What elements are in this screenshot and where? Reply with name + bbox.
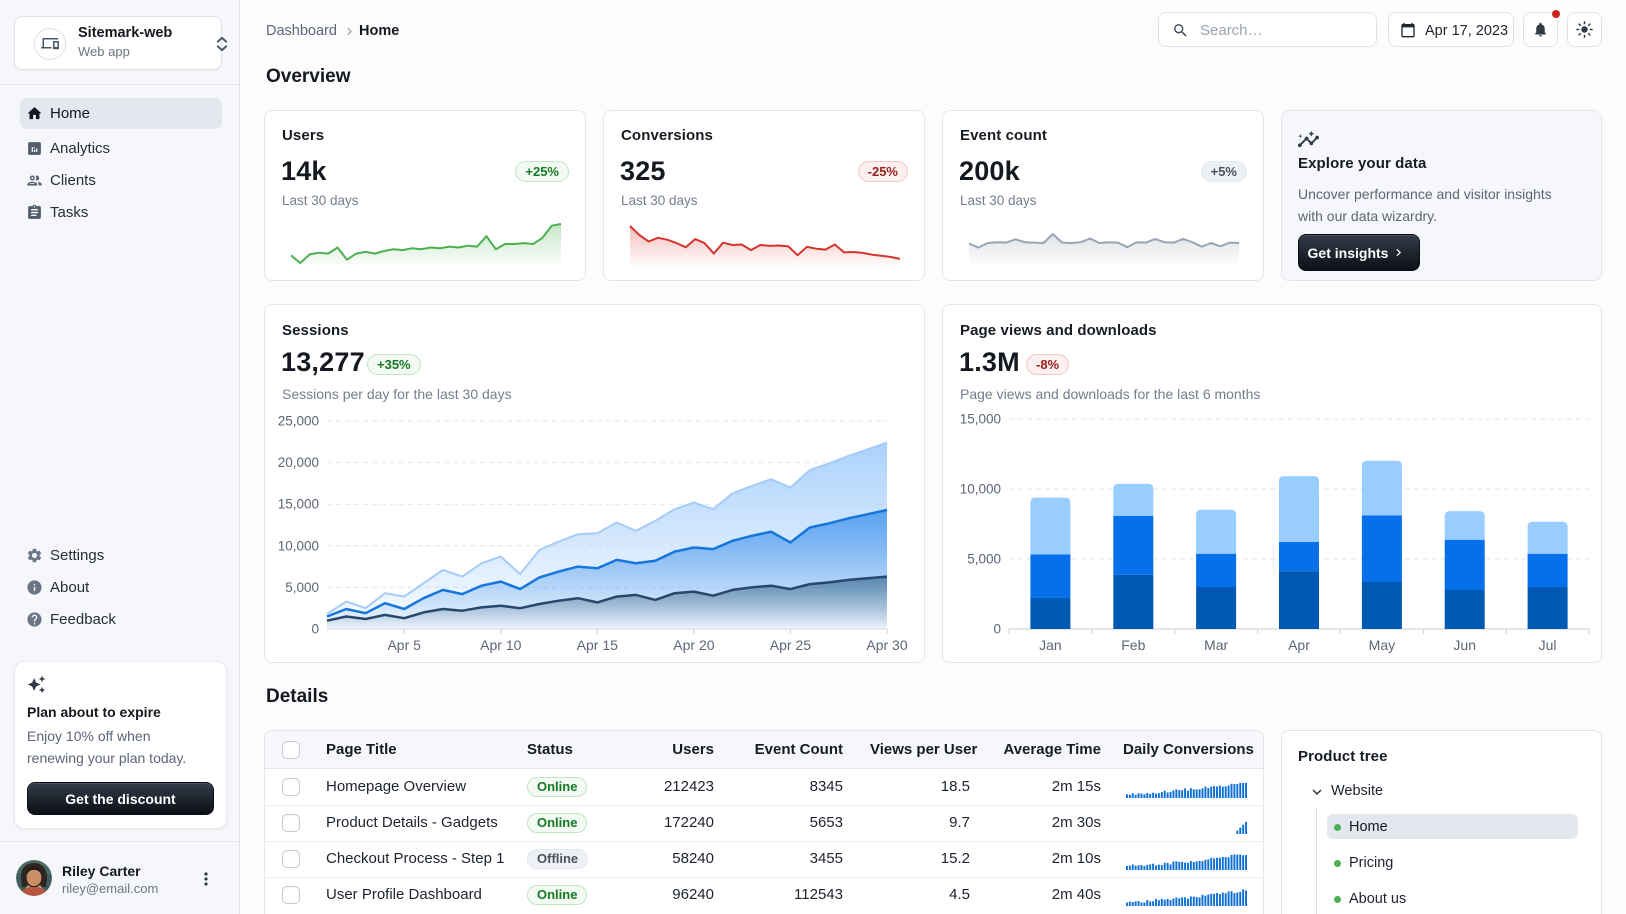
svg-text:10,000: 10,000	[278, 538, 319, 553]
svg-text:Jul: Jul	[1539, 637, 1557, 653]
svg-text:5,000: 5,000	[967, 552, 1001, 567]
svg-text:Apr 15: Apr 15	[577, 637, 618, 653]
svg-text:25,000: 25,000	[278, 414, 319, 429]
svg-text:Apr 25: Apr 25	[770, 637, 811, 653]
svg-text:Jan: Jan	[1039, 637, 1062, 653]
svg-text:Jun: Jun	[1453, 637, 1476, 653]
svg-text:15,000: 15,000	[278, 497, 319, 512]
svg-text:Apr: Apr	[1288, 637, 1310, 653]
svg-text:5,000: 5,000	[285, 580, 319, 595]
svg-text:15,000: 15,000	[960, 412, 1001, 427]
svg-text:0: 0	[993, 622, 1001, 637]
svg-text:Apr 30: Apr 30	[866, 637, 907, 653]
svg-text:Apr 20: Apr 20	[673, 637, 714, 653]
svg-text:May: May	[1369, 637, 1395, 653]
svg-text:20,000: 20,000	[278, 455, 319, 470]
svg-text:10,000: 10,000	[960, 482, 1001, 497]
svg-text:Apr 5: Apr 5	[387, 637, 421, 653]
svg-text:Mar: Mar	[1204, 637, 1228, 653]
svg-text:Apr 10: Apr 10	[480, 637, 521, 653]
svg-text:Feb: Feb	[1121, 637, 1145, 653]
svg-text:0: 0	[311, 622, 319, 637]
